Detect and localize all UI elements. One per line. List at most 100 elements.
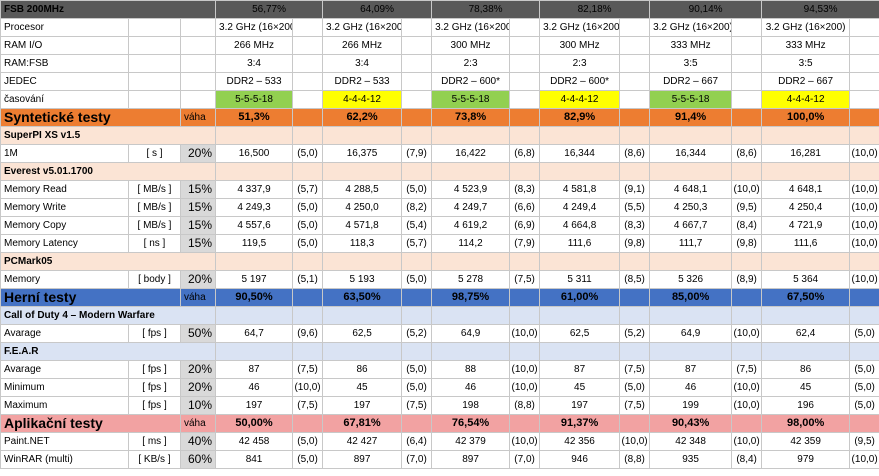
empty-cell[interactable]: [401, 72, 433, 91]
result-value[interactable]: 5 326: [649, 270, 733, 289]
empty-cell[interactable]: [849, 306, 879, 325]
result-value[interactable]: 62,4: [761, 324, 851, 343]
section-score[interactable]: 91,4%: [649, 108, 733, 127]
empty-cell[interactable]: [292, 252, 324, 271]
config-value[interactable]: 3:4: [215, 54, 294, 73]
empty-cell[interactable]: [731, 36, 763, 55]
result-value[interactable]: 199: [649, 396, 733, 415]
result-value[interactable]: 111,6: [539, 234, 621, 253]
row-label[interactable]: Avarage: [0, 360, 129, 379]
section-score[interactable]: 100,0%: [761, 108, 851, 127]
empty-cell[interactable]: [649, 342, 733, 361]
weight-value[interactable]: 40%: [179, 432, 217, 451]
section-title[interactable]: Syntetické testy: [0, 108, 181, 127]
empty-cell[interactable]: [731, 54, 763, 73]
result-value[interactable]: 197: [322, 396, 403, 415]
section-title[interactable]: Herní testy: [0, 288, 181, 307]
empty-cell[interactable]: [215, 126, 294, 145]
section-score[interactable]: 85,00%: [649, 288, 733, 307]
empty-cell[interactable]: [401, 36, 433, 55]
result-value[interactable]: 42 356: [539, 432, 621, 451]
result-value[interactable]: 42 458: [215, 432, 294, 451]
row-label[interactable]: Memory Latency: [0, 234, 129, 253]
score-value[interactable]: (5,2): [401, 324, 433, 343]
empty-cell[interactable]: [619, 90, 651, 109]
empty-cell[interactable]: [731, 306, 763, 325]
result-value[interactable]: 4 250,4: [761, 198, 851, 217]
empty-cell[interactable]: [179, 18, 217, 37]
row-label[interactable]: Memory: [0, 270, 129, 289]
config-value[interactable]: DDR2 – 667: [761, 72, 851, 91]
result-value[interactable]: 42 348: [649, 432, 733, 451]
section-score[interactable]: 90,50%: [215, 288, 294, 307]
result-value[interactable]: 118,3: [322, 234, 403, 253]
result-value[interactable]: 64,9: [431, 324, 511, 343]
result-value[interactable]: 5 193: [322, 270, 403, 289]
result-value[interactable]: 42 427: [322, 432, 403, 451]
row-label[interactable]: Maximum: [0, 396, 129, 415]
empty-cell[interactable]: [509, 36, 541, 55]
weight-value[interactable]: 15%: [179, 198, 217, 217]
score-value[interactable]: (9,8): [619, 234, 651, 253]
result-value[interactable]: 46: [431, 378, 511, 397]
section-weight-label[interactable]: váha: [179, 414, 217, 433]
row-label[interactable]: RAM:FSB: [0, 54, 129, 73]
empty-cell[interactable]: [761, 342, 851, 361]
header-percent[interactable]: 82,18%: [539, 0, 651, 19]
score-value[interactable]: (8,4): [731, 216, 763, 235]
section-title[interactable]: Aplikační testy: [0, 414, 181, 433]
empty-cell[interactable]: [322, 252, 403, 271]
weight-value[interactable]: 15%: [179, 180, 217, 199]
empty-cell[interactable]: [509, 54, 541, 73]
result-value[interactable]: 87: [539, 360, 621, 379]
result-value[interactable]: 4 667,7: [649, 216, 733, 235]
result-value[interactable]: 4 288,5: [322, 180, 403, 199]
timing-value[interactable]: 5-5-5-18: [215, 90, 294, 109]
empty-cell[interactable]: [401, 126, 433, 145]
result-value[interactable]: 4 571,8: [322, 216, 403, 235]
score-value[interactable]: (8,8): [509, 396, 541, 415]
result-value[interactable]: 88: [431, 360, 511, 379]
empty-cell[interactable]: [509, 414, 541, 433]
result-value[interactable]: 4 648,1: [649, 180, 733, 199]
score-value[interactable]: (8,8): [619, 450, 651, 469]
empty-cell[interactable]: [401, 54, 433, 73]
empty-cell[interactable]: [509, 126, 541, 145]
score-value[interactable]: (10,0): [509, 432, 541, 451]
score-value[interactable]: (9,1): [619, 180, 651, 199]
score-value[interactable]: (9,5): [849, 432, 879, 451]
timing-value[interactable]: 5-5-5-18: [431, 90, 511, 109]
unit-label[interactable]: [ body ]: [128, 270, 181, 289]
score-value[interactable]: (5,0): [292, 450, 324, 469]
empty-cell[interactable]: [401, 162, 433, 181]
config-value[interactable]: DDR2 – 533: [322, 72, 403, 91]
empty-cell[interactable]: [731, 162, 763, 181]
header-percent[interactable]: 78,38%: [431, 0, 541, 19]
result-value[interactable]: 16,281: [761, 144, 851, 163]
group-name[interactable]: Call of Duty 4 – Modern Warfare: [0, 306, 217, 325]
result-value[interactable]: 87: [215, 360, 294, 379]
section-score[interactable]: 62,2%: [322, 108, 403, 127]
result-value[interactable]: 196: [761, 396, 851, 415]
score-value[interactable]: (9,6): [292, 324, 324, 343]
score-value[interactable]: (5,4): [401, 216, 433, 235]
result-value[interactable]: 5 278: [431, 270, 511, 289]
result-value[interactable]: 87: [649, 360, 733, 379]
score-value[interactable]: (10,0): [731, 396, 763, 415]
config-value[interactable]: 3.2 GHz (16×200): [539, 18, 621, 37]
empty-cell[interactable]: [128, 36, 181, 55]
result-value[interactable]: 841: [215, 450, 294, 469]
score-value[interactable]: (5,0): [849, 324, 879, 343]
empty-cell[interactable]: [179, 72, 217, 91]
result-value[interactable]: 4 250,3: [649, 198, 733, 217]
empty-cell[interactable]: [401, 306, 433, 325]
empty-cell[interactable]: [292, 342, 324, 361]
score-value[interactable]: (5,0): [292, 432, 324, 451]
result-value[interactable]: 16,500: [215, 144, 294, 163]
score-value[interactable]: (7,5): [401, 396, 433, 415]
score-value[interactable]: (8,9): [731, 270, 763, 289]
section-score[interactable]: 76,54%: [431, 414, 511, 433]
empty-cell[interactable]: [539, 126, 621, 145]
row-label[interactable]: 1M: [0, 144, 129, 163]
score-value[interactable]: (10,0): [731, 432, 763, 451]
